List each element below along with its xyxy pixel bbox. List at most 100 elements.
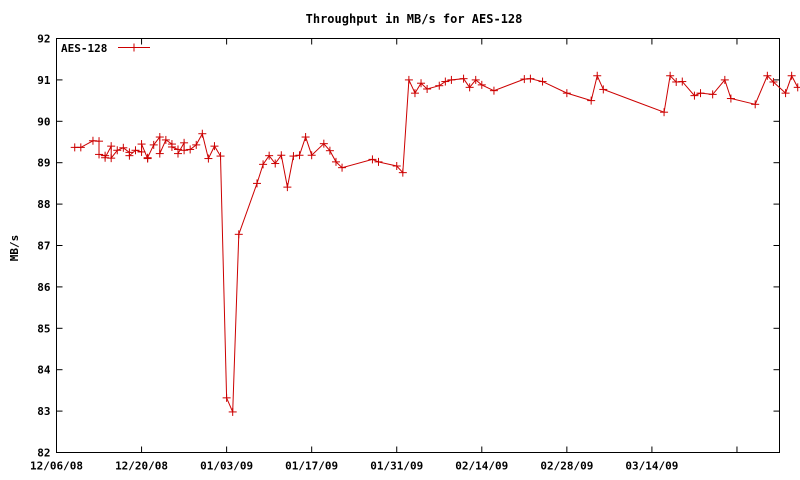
y-tick-label: 84 [37,364,51,377]
data-point [441,77,450,86]
data-point [161,135,170,144]
y-tick-label: 83 [37,405,50,418]
plot-frame [56,38,780,453]
data-point [295,151,304,160]
data-point [562,89,571,98]
data-point [277,151,286,160]
data-point [289,152,298,161]
data-point [763,71,772,80]
series-layer [70,71,800,416]
data-point [666,71,675,80]
data-point [398,168,407,177]
y-tick-label: 89 [37,157,50,170]
data-point [107,154,116,163]
data-point [113,146,122,155]
data-point [252,179,261,188]
data-point [751,100,760,109]
data-point [404,75,413,84]
data-point [271,159,280,168]
data-point [210,142,219,151]
data-point [793,83,800,92]
data-point [690,91,699,100]
y-tick-label: 85 [37,322,50,335]
data-point [149,140,158,149]
x-tick-label: 12/20/08 [115,460,168,473]
legend: AES-128 [61,42,150,55]
data-point [192,140,201,149]
legend-label-aes-128: AES-128 [61,42,107,55]
data-point [125,151,134,160]
data-point [417,79,426,88]
data-point [155,133,164,142]
y-tick-label: 92 [37,33,50,46]
x-tick-label: 01/03/09 [200,460,253,473]
data-point [325,146,334,155]
data-point [283,183,292,192]
chart-title: Throughput in MB/s for AES-128 [306,12,523,26]
x-tick-label: 12/06/08 [30,460,83,473]
data-point [107,142,116,151]
data-point [222,393,231,402]
x-tick-label: 02/14/09 [455,460,508,473]
data-point [599,85,608,94]
data-point [143,153,152,162]
y-tick-label: 86 [37,281,51,294]
data-point [216,152,225,161]
data-point [787,71,796,80]
data-point [720,75,729,84]
data-point [587,96,596,105]
x-tick-label: 01/17/09 [285,460,338,473]
data-point [307,151,316,160]
data-point [526,74,535,83]
legend-marker-aes-128 [130,43,138,52]
y-tick-label: 87 [37,240,50,253]
data-point [471,75,480,84]
data-point [593,71,602,80]
data-point [180,138,189,147]
data-point [465,83,474,92]
data-point [489,86,498,95]
data-point [137,147,146,156]
data-point [186,145,195,154]
data-point [167,142,176,151]
data-point [180,146,189,155]
data-point [319,139,328,148]
data-point [769,77,778,86]
series-line-aes-128 [74,74,799,413]
y-tick-label: 91 [37,74,51,87]
y-tick-label: 82 [37,447,50,460]
data-point [726,94,735,103]
data-point [198,129,207,138]
data-point [435,81,444,90]
data-point [392,162,401,171]
y-axis-label: MB/s [8,235,21,262]
data-point [95,137,104,146]
data-point [228,407,237,416]
x-tick-label: 03/14/09 [625,460,678,473]
data-point [696,89,705,98]
data-point [781,89,790,98]
data-point [259,160,268,169]
data-point [423,85,432,94]
data-point [477,80,486,89]
data-point [301,133,310,142]
y-tick-label: 90 [37,115,50,128]
data-point [174,149,183,158]
y-axis-ticks: 82 83 84 85 86 87 88 89 90 91 92 [37,33,780,460]
data-point [338,163,347,172]
data-point [538,77,547,86]
x-axis-ticks: 12/06/08 12/20/08 01/03/09 01/17/09 01/31/09… [30,38,738,473]
data-point [374,157,383,166]
y-tick-label: 88 [37,198,50,211]
x-tick-label: 01/31/09 [370,460,423,473]
data-point [447,75,456,84]
data-point [119,143,128,152]
data-point [204,154,213,163]
data-point [155,149,164,158]
data-point [678,77,687,86]
data-point [76,143,85,152]
data-point [265,151,274,160]
data-point [459,74,468,83]
